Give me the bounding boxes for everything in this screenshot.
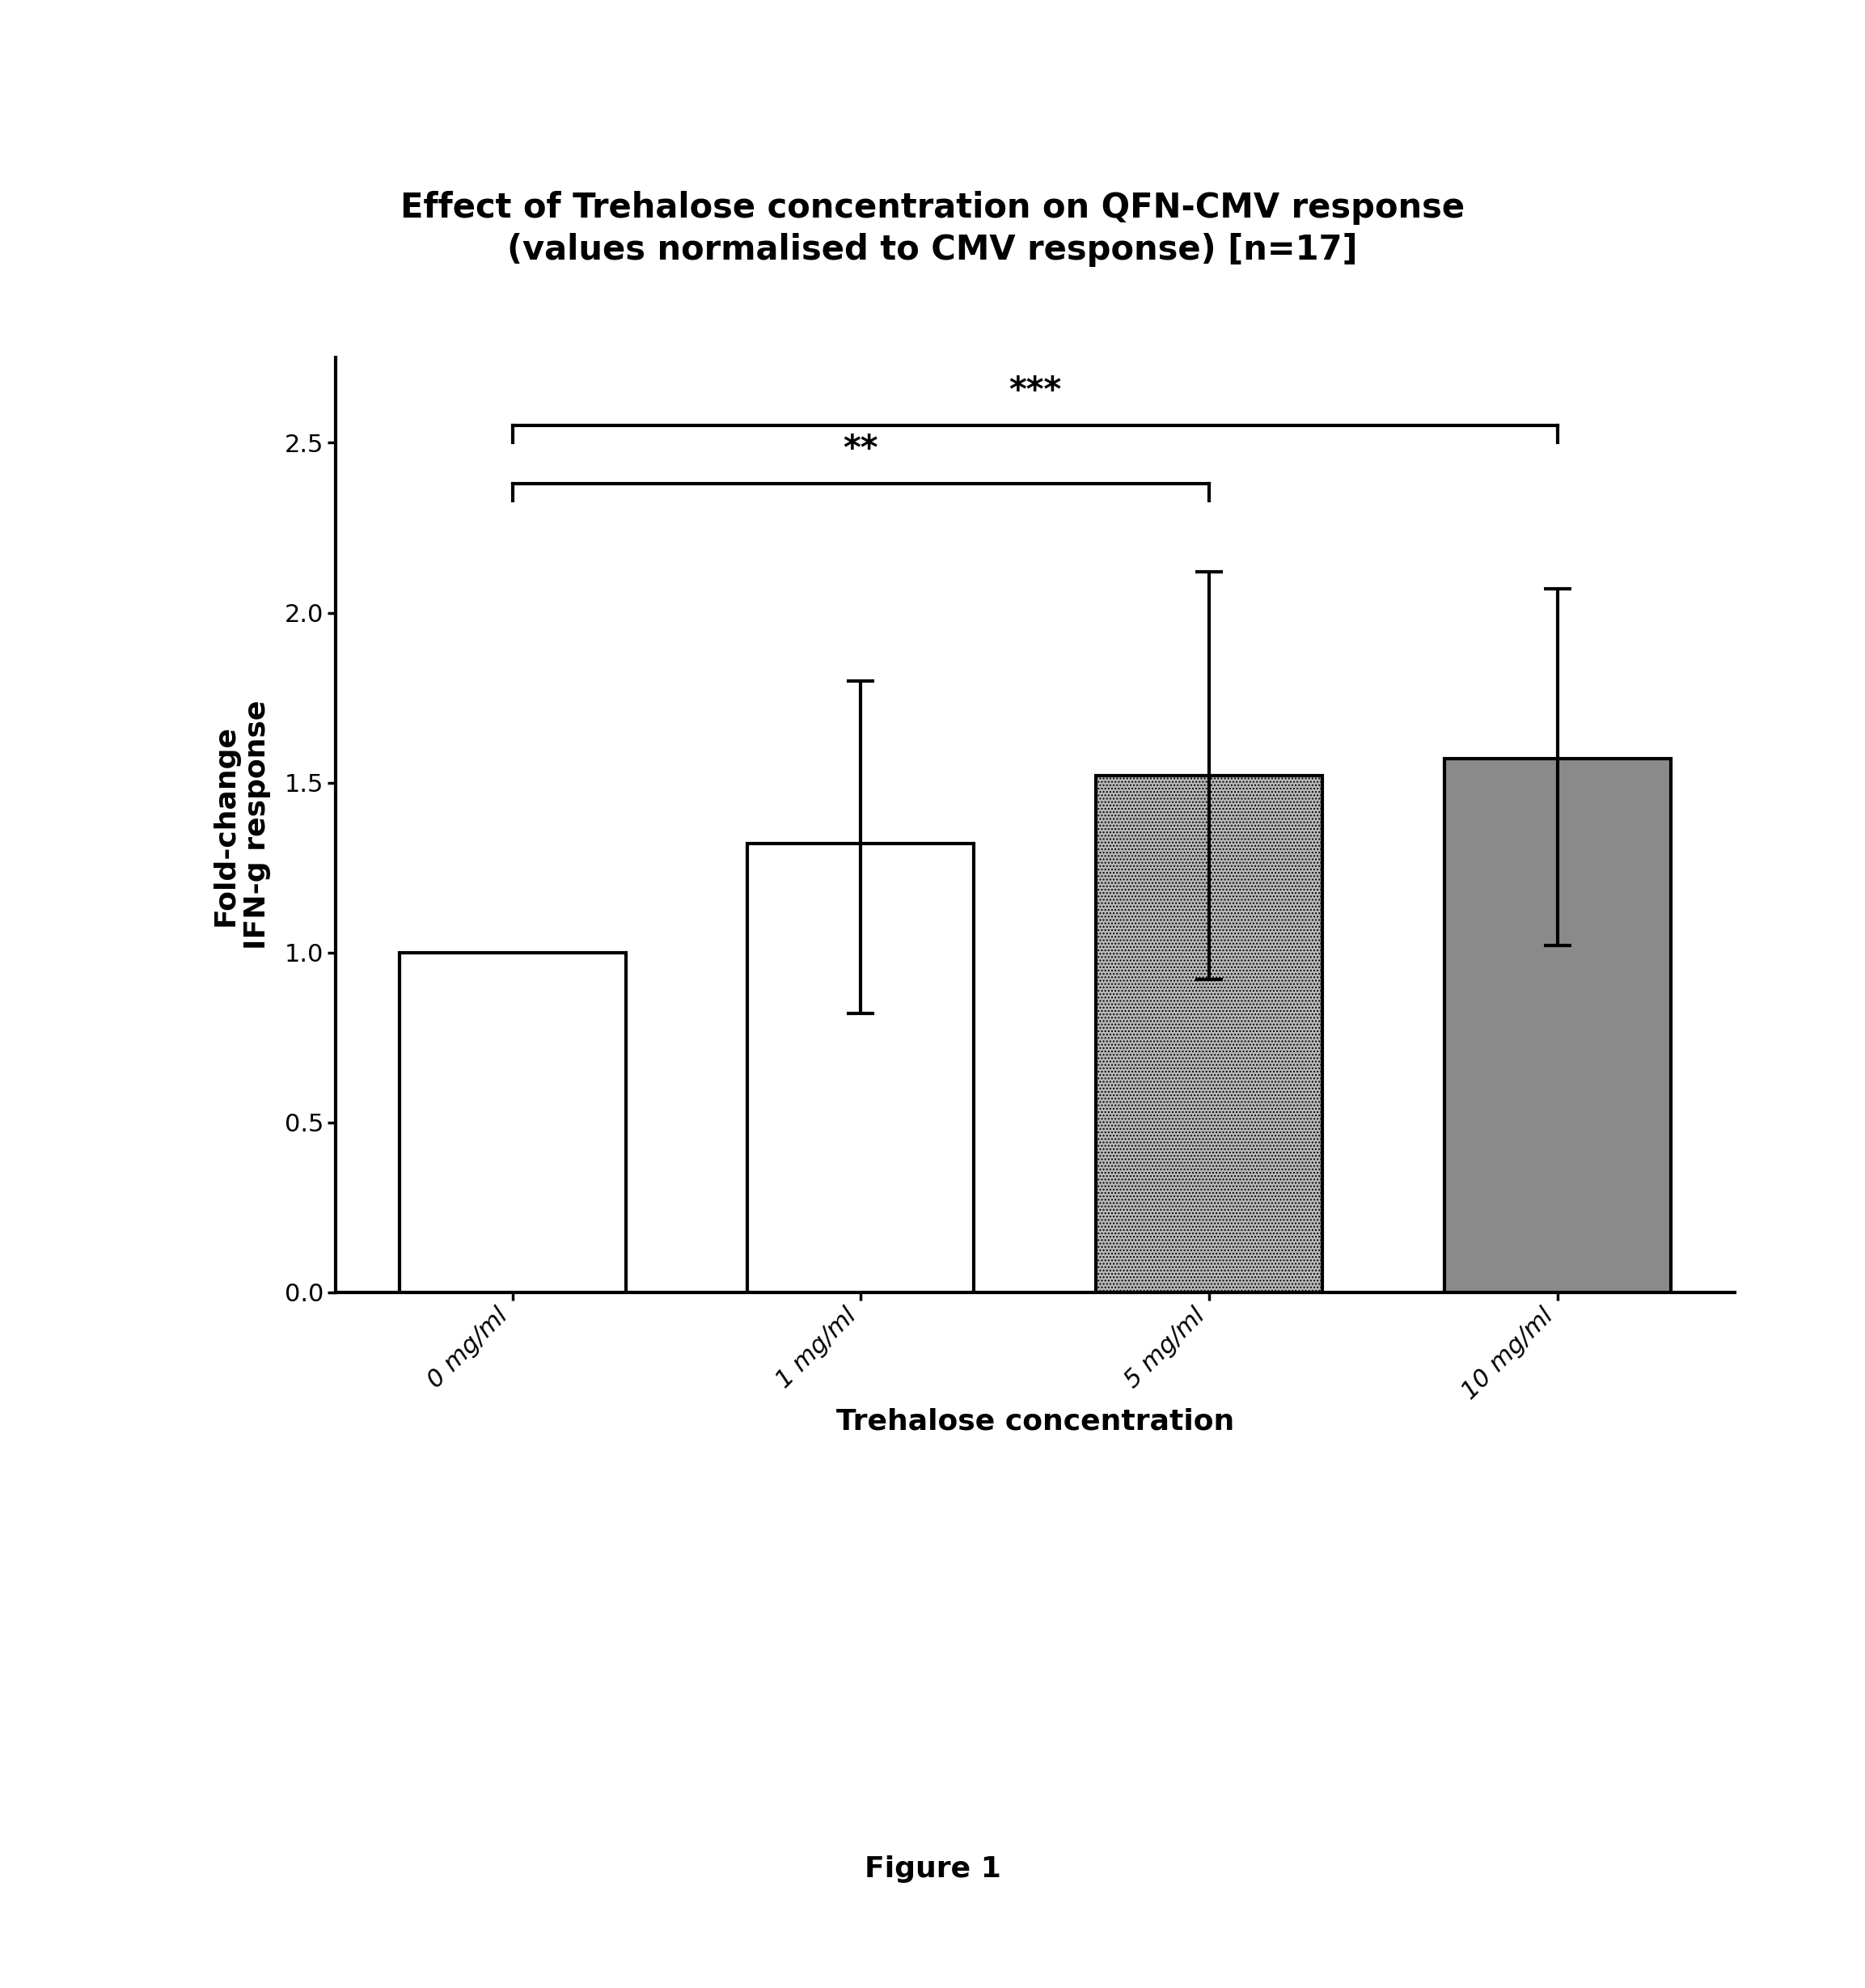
- Bar: [1444, 759, 1671, 1292]
- Text: ***: ***: [1009, 376, 1061, 410]
- Text: **: **: [843, 433, 878, 467]
- Bar: [1097, 775, 1322, 1292]
- Bar: [399, 952, 627, 1292]
- Text: Trehalose concentration: Trehalose concentration: [836, 1408, 1235, 1435]
- Text: Effect of Trehalose concentration on QFN-CMV response
(values normalised to CMV : Effect of Trehalose concentration on QFN…: [401, 191, 1464, 266]
- Text: Figure 1: Figure 1: [863, 1855, 1002, 1883]
- Bar: [748, 843, 974, 1292]
- Y-axis label: Fold-change
IFN-g response: Fold-change IFN-g response: [213, 700, 270, 950]
